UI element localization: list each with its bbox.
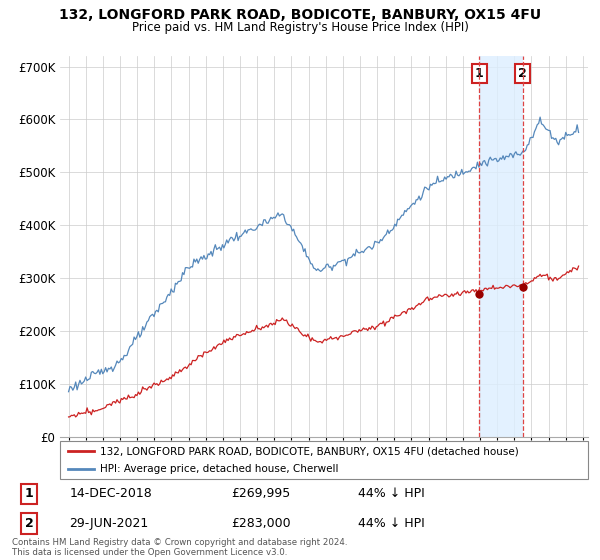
Text: 132, LONGFORD PARK ROAD, BODICOTE, BANBURY, OX15 4FU: 132, LONGFORD PARK ROAD, BODICOTE, BANBU… (59, 8, 541, 22)
Text: 14-DEC-2018: 14-DEC-2018 (70, 487, 152, 501)
Text: 2: 2 (518, 67, 527, 80)
Text: Price paid vs. HM Land Registry's House Price Index (HPI): Price paid vs. HM Land Registry's House … (131, 21, 469, 34)
FancyBboxPatch shape (60, 441, 588, 479)
Text: 132, LONGFORD PARK ROAD, BODICOTE, BANBURY, OX15 4FU (detached house): 132, LONGFORD PARK ROAD, BODICOTE, BANBU… (100, 446, 518, 456)
Text: 44% ↓ HPI: 44% ↓ HPI (358, 517, 424, 530)
Text: 29-JUN-2021: 29-JUN-2021 (70, 517, 149, 530)
Text: £269,995: £269,995 (231, 487, 290, 501)
Text: Contains HM Land Registry data © Crown copyright and database right 2024.
This d: Contains HM Land Registry data © Crown c… (12, 538, 347, 557)
Text: 1: 1 (475, 67, 484, 80)
Text: 44% ↓ HPI: 44% ↓ HPI (358, 487, 424, 501)
Text: 1: 1 (25, 487, 34, 501)
Text: 2: 2 (25, 517, 34, 530)
Text: HPI: Average price, detached house, Cherwell: HPI: Average price, detached house, Cher… (100, 464, 338, 474)
Bar (479, 56, 523, 437)
Text: £283,000: £283,000 (231, 517, 290, 530)
